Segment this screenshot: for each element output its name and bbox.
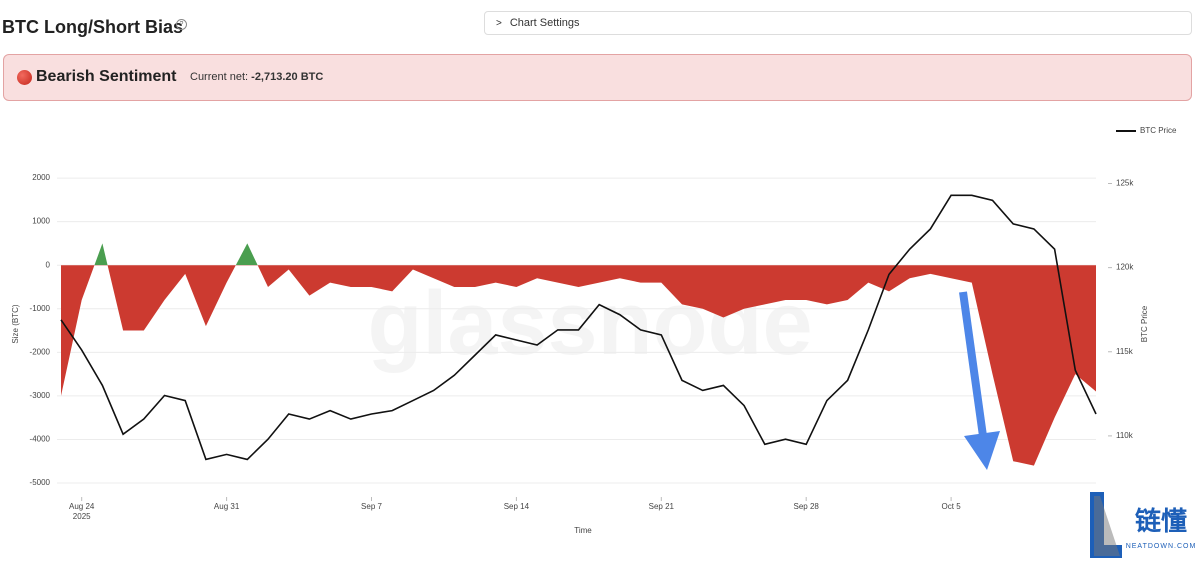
x-tick-label: Sep 14: [504, 502, 530, 511]
status-dot: [17, 70, 32, 85]
y-tick-label: 0: [46, 260, 51, 269]
annotation-arrowhead: [964, 431, 1000, 470]
logo-site: NEATDOWN.COM: [1126, 543, 1197, 550]
chart-settings[interactable]: > Chart Settings: [484, 11, 1192, 35]
x-tick-label: Sep 7: [361, 502, 382, 511]
y2-axis-title: BTC Price: [1140, 305, 1149, 342]
x-tick-label: Aug 31: [214, 502, 240, 511]
y-tick-label: -2000: [30, 347, 51, 356]
help-icon[interactable]: ?: [176, 19, 187, 30]
y-tick-label: -5000: [30, 478, 51, 487]
current-label: Current net:: [190, 71, 249, 83]
y-tick-label: 1000: [32, 217, 50, 226]
x-axis-title: Time: [574, 526, 592, 535]
legend-label: BTC Price: [1140, 126, 1177, 135]
x-tick-label: Oct 5: [942, 502, 962, 511]
y2-tick-label: 115k: [1116, 347, 1134, 356]
sentiment-label: Bearish Sentiment: [36, 68, 177, 85]
y-tick-label: -4000: [30, 435, 51, 444]
x-year-label: 2025: [73, 512, 91, 521]
x-tick-label: Sep 21: [649, 502, 675, 511]
price-line: [60, 194, 1097, 461]
net-size-area: [61, 243, 1096, 466]
logo-name: 链懂: [1135, 506, 1187, 536]
y-axis-title: Size (BTC): [11, 304, 20, 343]
chevron: >: [496, 18, 502, 29]
current-net: Current net: -2,713.20 BTC: [190, 71, 323, 83]
annotation-arrow: [959, 291, 987, 437]
x-tick-label: Aug 24: [69, 502, 95, 511]
y-tick-label: -1000: [30, 304, 51, 313]
logo-shade: [1094, 496, 1120, 556]
x-tick-label: Sep 28: [794, 502, 820, 511]
page-title: BTC Long/Short Bias: [2, 17, 183, 37]
y-tick-label: 2000: [32, 173, 50, 182]
y2-tick-label: 110k: [1116, 431, 1134, 440]
settings-label: Chart Settings: [509, 17, 580, 29]
sentiment-banner: Bearish Sentiment Current net: -2,713.20…: [3, 54, 1192, 101]
y2-tick-label: 125k: [1116, 179, 1134, 188]
current-value: -2,713.20 BTC: [251, 71, 324, 83]
y2-tick-label: 120k: [1116, 263, 1134, 272]
y-tick-label: -3000: [30, 391, 51, 400]
